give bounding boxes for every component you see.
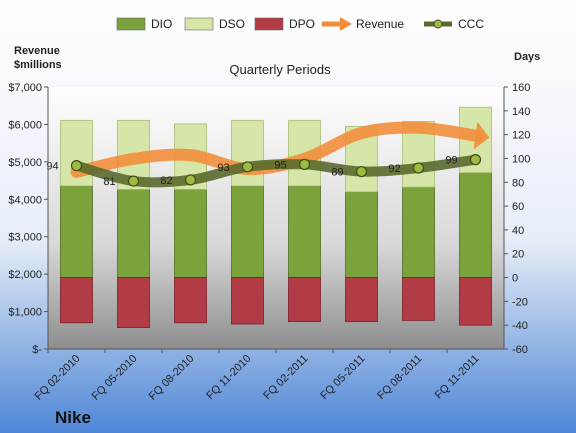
- bar-dio: [174, 189, 207, 278]
- right-tick-label: 140: [512, 106, 530, 118]
- left-tick-label: $1,000: [8, 307, 42, 319]
- right-axis-title: Days: [514, 51, 540, 63]
- revenue-arrowhead: [473, 121, 490, 150]
- ccc-point: [412, 162, 425, 174]
- bar-dio: [345, 191, 378, 278]
- legend-swatch-ccc-dot: [433, 19, 443, 29]
- company-label: Nike: [55, 408, 91, 427]
- right-tick-label: -40: [512, 320, 528, 332]
- left-tick-label: $3,000: [8, 232, 42, 244]
- bar-dpo: [345, 277, 378, 323]
- legend-label-dio: DIO: [151, 17, 172, 31]
- legend-swatch-dio: [116, 17, 146, 31]
- ccc-point: [241, 161, 254, 173]
- bar-dio: [402, 186, 435, 278]
- right-tick-label: -20: [512, 296, 528, 308]
- right-tick-label: 0: [512, 273, 518, 285]
- right-tick-label: 40: [512, 225, 524, 237]
- bar-dpo: [117, 277, 150, 328]
- left-axis-title-line1: Revenue: [14, 45, 60, 57]
- ccc-data-label: 94: [46, 161, 58, 173]
- bar-dpo: [174, 277, 207, 324]
- ccc-data-label: 92: [388, 163, 400, 175]
- right-tick-label: 100: [512, 153, 530, 165]
- right-tick-label: 60: [512, 201, 524, 213]
- ccc-data-label: 99: [445, 155, 457, 167]
- ccc-point: [70, 160, 83, 172]
- left-tick-label: $4,000: [8, 194, 42, 206]
- ccc-point: [127, 175, 140, 187]
- ccc-data-label: 82: [160, 175, 172, 187]
- bar-dpo: [60, 277, 93, 324]
- bar-dio: [459, 172, 492, 278]
- chart-title: Quarterly Periods: [229, 62, 331, 77]
- ccc-data-label: 81: [103, 176, 115, 188]
- left-tick-label: $7,000: [8, 82, 42, 94]
- bar-dso: [231, 119, 264, 187]
- left-tick-label: $6,000: [8, 119, 42, 131]
- right-tick-label: 120: [512, 130, 530, 142]
- right-tick-label: -60: [512, 344, 528, 356]
- bar-dpo: [402, 277, 435, 321]
- bar-dio: [231, 185, 264, 278]
- bar-dpo: [288, 277, 321, 323]
- ccc-data-label: 95: [274, 159, 286, 171]
- ccc-data-label: 89: [331, 167, 343, 179]
- left-tick-label: $-: [32, 344, 42, 356]
- legend-label-ccc: CCC: [458, 17, 484, 31]
- ccc-data-label: 93: [217, 162, 229, 174]
- left-axis-title-line2: $millions: [14, 59, 62, 71]
- bar-dio: [60, 185, 93, 278]
- right-tick-label: 160: [512, 82, 530, 94]
- left-tick-label: $2,000: [8, 269, 42, 281]
- legend-label-dso: DSO: [219, 17, 245, 31]
- ccc-point: [469, 154, 482, 166]
- legend-swatch-revenue-head: [340, 17, 352, 31]
- right-tick-label: 20: [512, 249, 524, 261]
- bar-dio: [288, 185, 321, 278]
- ccc-point: [355, 165, 368, 178]
- ccc-point: [298, 158, 311, 171]
- legend-swatch-dso: [184, 17, 214, 31]
- bar-dpo: [231, 277, 264, 325]
- ccc-point: [184, 174, 197, 186]
- bar-dpo: [459, 277, 492, 326]
- legend-label-revenue: Revenue: [356, 17, 404, 31]
- bar-dio: [117, 189, 150, 278]
- left-tick-label: $5,000: [8, 157, 42, 169]
- legend-swatch-dpo: [254, 17, 284, 31]
- legend-label-dpo: DPO: [289, 17, 315, 31]
- right-tick-label: 80: [512, 177, 524, 189]
